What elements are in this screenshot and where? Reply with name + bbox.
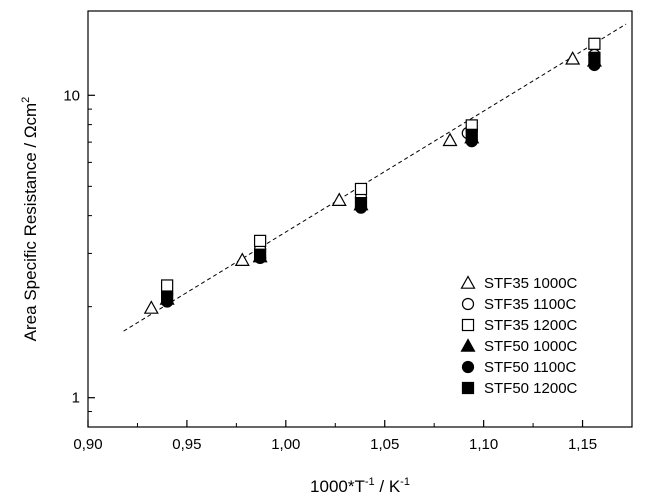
x-tick-label: 1,10: [469, 436, 498, 453]
x-tick-label: 1,15: [568, 436, 597, 453]
data-point: [442, 132, 458, 147]
data-point: [465, 128, 478, 141]
fit-line-path: [123, 23, 627, 332]
legend-label: STF35 1100C: [484, 296, 576, 313]
y-tick-label: 10: [63, 87, 80, 104]
fit-line: [123, 23, 627, 332]
x-tick-label: 0,90: [73, 436, 102, 453]
data-point: [565, 51, 581, 65]
data-point: [588, 37, 601, 50]
data-point: [588, 51, 601, 64]
data-point: [331, 192, 347, 206]
plot-frame: [87, 10, 633, 428]
legend-label: STF50 1200C: [484, 380, 578, 397]
data-point: [143, 300, 159, 314]
data-point: [354, 182, 368, 196]
legend-marker: [461, 381, 475, 395]
y-axis-title: Area Specific Resistance / Ωcm2: [20, 97, 40, 342]
x-tick-label: 1,05: [370, 436, 399, 453]
legend-marker: [461, 318, 475, 332]
legend-marker: [461, 360, 475, 374]
legend-label: STF35 1000C: [484, 275, 578, 292]
axis-titles: 1000*T-1 / K-1 Area Specific Resistance /…: [20, 97, 410, 496]
data-points: [143, 37, 602, 314]
data-point: [354, 196, 368, 210]
data-point: [253, 248, 267, 261]
legend-marker: [460, 338, 476, 352]
axis-ticks: 0,90 0,95 1,00 1,05 1,10 1,15 1 10: [63, 87, 597, 453]
x-tick-label: 1,00: [271, 436, 300, 453]
legend-label: STF35 1200C: [484, 317, 578, 334]
legend: STF35 1000C STF35 1100C STF35 1200C STF50 1…: [460, 275, 578, 397]
data-point: [253, 234, 267, 248]
legend-marker: [461, 297, 475, 311]
x-tick-label: 0,95: [172, 436, 201, 453]
data-point: [234, 252, 250, 266]
data-point: [161, 279, 174, 292]
data-point: [161, 291, 174, 304]
legend-label: STF50 1000C: [484, 338, 578, 355]
x-axis-title: 1000*T-1 / K-1: [310, 476, 410, 496]
legend-marker: [460, 275, 476, 289]
legend-label: STF50 1100C: [484, 359, 576, 376]
y-tick-label: 1: [72, 390, 80, 407]
